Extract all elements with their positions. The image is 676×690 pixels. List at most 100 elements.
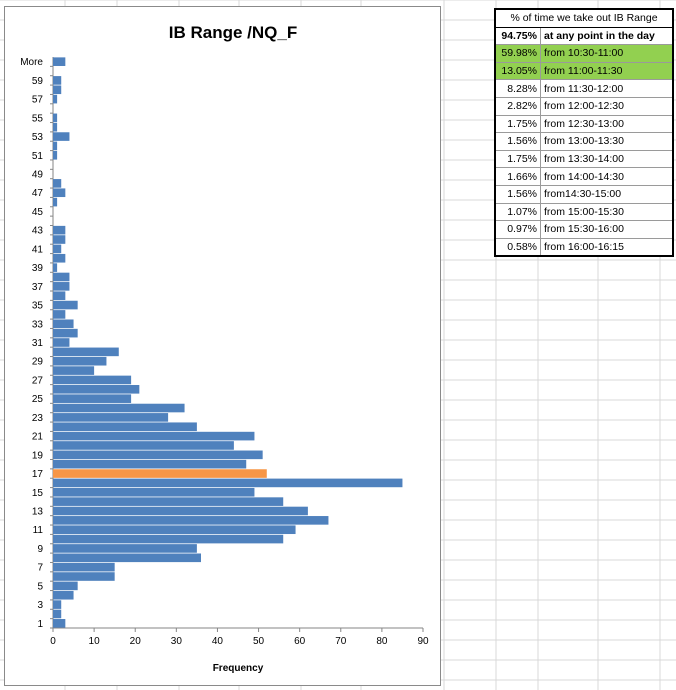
x-tick-label: 40	[212, 636, 224, 647]
y-tick-label: 5	[37, 581, 43, 592]
table-row: 94.75% at any point in the day	[494, 26, 674, 46]
bar-40	[53, 253, 66, 263]
bar-4	[53, 590, 74, 600]
y-tick-label: 35	[32, 301, 44, 312]
y-tick-label: 41	[32, 244, 44, 255]
row-description[interactable]: from 11:00-11:30	[540, 61, 674, 81]
row-percent[interactable]: 94.75%	[494, 26, 541, 46]
table-row: 1.07% from 15:00-15:30	[494, 202, 674, 222]
bar-8	[53, 553, 201, 563]
y-tick-label: 19	[32, 450, 44, 461]
bar-36	[53, 291, 66, 301]
bar-16	[53, 478, 403, 488]
x-tick-label: 10	[89, 636, 101, 647]
bar-30	[53, 347, 119, 357]
bar-11	[53, 525, 296, 535]
x-tick-label: 90	[417, 636, 429, 647]
bar-54	[53, 122, 58, 132]
row-description[interactable]: from 14:00-14:30	[540, 167, 674, 186]
row-percent[interactable]: 1.07%	[494, 202, 541, 222]
row-description[interactable]: from 13:30-14:00	[540, 149, 674, 169]
table-row: 0.97% from 15:30-16:00	[494, 220, 674, 239]
row-percent[interactable]: 1.56%	[494, 132, 541, 151]
bar-21	[53, 431, 255, 441]
chart-title: IB Range /NQ_F	[169, 23, 297, 42]
table-row: 2.82% from 12:00-12:30	[494, 96, 674, 116]
bar-34	[53, 310, 66, 319]
row-description[interactable]: from 12:00-12:30	[540, 96, 674, 116]
row-percent[interactable]: 1.75%	[494, 114, 541, 134]
bar-46	[53, 197, 58, 207]
row-description[interactable]: from 15:30-16:00	[540, 220, 674, 239]
bar-25	[53, 394, 132, 403]
row-description[interactable]: from 12:30-13:00	[540, 114, 674, 134]
y-tick-label: 51	[32, 151, 44, 162]
y-tick-label: 43	[32, 226, 44, 237]
bar-22	[53, 422, 197, 432]
bar-59	[53, 76, 62, 85]
row-description[interactable]: from 10:30-11:00	[540, 44, 674, 63]
bar-39	[53, 263, 58, 272]
table-row: 1.75% from 13:30-14:00	[494, 149, 674, 169]
y-tick-label: More	[20, 57, 43, 68]
row-description[interactable]: at any point in the day	[540, 26, 674, 46]
y-tick-label: 9	[37, 544, 43, 555]
row-percent[interactable]: 0.58%	[494, 237, 541, 257]
bar-24	[53, 403, 185, 413]
y-tick-label: 37	[32, 282, 44, 293]
bar-19	[53, 450, 263, 460]
bar-32	[53, 328, 78, 338]
bar-More	[53, 57, 66, 66]
row-percent[interactable]: 1.75%	[494, 149, 541, 169]
row-percent[interactable]: 8.28%	[494, 79, 541, 98]
row-description[interactable]: from 13:00-13:30	[540, 132, 674, 151]
x-axis-title: Frequency	[213, 663, 264, 674]
bar-23	[53, 413, 169, 422]
bar-17	[53, 469, 267, 478]
table-row: 1.75% from 12:30-13:00	[494, 114, 674, 134]
row-description[interactable]: from14:30-15:00	[540, 184, 674, 204]
y-tick-label: 3	[37, 600, 43, 611]
bar-58	[53, 85, 62, 95]
y-axis-ticks: 1357911131517192123252729313335373941434…	[20, 57, 53, 630]
y-tick-label: 47	[32, 188, 44, 199]
y-tick-label: 39	[32, 263, 44, 274]
bar-12	[53, 516, 329, 525]
y-tick-label: 59	[32, 76, 44, 87]
bar-14	[53, 497, 284, 506]
row-description[interactable]: from 16:00-16:15	[540, 237, 674, 257]
bar-38	[53, 272, 70, 282]
bar-13	[53, 506, 308, 516]
y-tick-label: 25	[32, 394, 44, 405]
bar-26	[53, 384, 140, 394]
y-tick-label: 29	[32, 357, 44, 368]
bar-33	[53, 319, 74, 329]
row-description[interactable]: from 15:00-15:30	[540, 202, 674, 222]
bar-35	[53, 300, 78, 310]
x-tick-label: 60	[294, 636, 306, 647]
y-tick-label: 7	[37, 563, 43, 574]
chart-area[interactable]: IB Range /NQ_F 1 3 5 7 9 11 13 15 17 19 21 23 25 27 29…	[4, 6, 441, 686]
y-tick-label: 55	[32, 113, 44, 124]
x-tick-label: 80	[376, 636, 388, 647]
y-tick-label: 45	[32, 207, 44, 218]
row-percent[interactable]: 1.56%	[494, 184, 541, 204]
row-percent[interactable]: 59.98%	[494, 44, 541, 63]
y-tick-label: 53	[32, 132, 44, 143]
table-header: % of time we take out IB Range	[494, 8, 674, 28]
bar-10	[53, 534, 284, 544]
row-percent[interactable]: 2.82%	[494, 96, 541, 116]
row-percent[interactable]: 1.66%	[494, 167, 541, 186]
row-percent[interactable]: 0.97%	[494, 220, 541, 239]
row-percent[interactable]: 13.05%	[494, 61, 541, 81]
row-description[interactable]: from 11:30-12:00	[540, 79, 674, 98]
bar-51	[53, 150, 58, 160]
bar-9	[53, 544, 197, 553]
bar-52	[53, 141, 58, 151]
bar-15	[53, 487, 255, 497]
bar-6	[53, 572, 115, 581]
table-row: 0.58% from 16:00-16:15	[494, 237, 674, 257]
bars-group	[53, 57, 403, 628]
ib-range-stats-table: % of time we take out IB Range 94.75% at …	[494, 8, 674, 258]
y-tick-label: 49	[32, 170, 44, 181]
